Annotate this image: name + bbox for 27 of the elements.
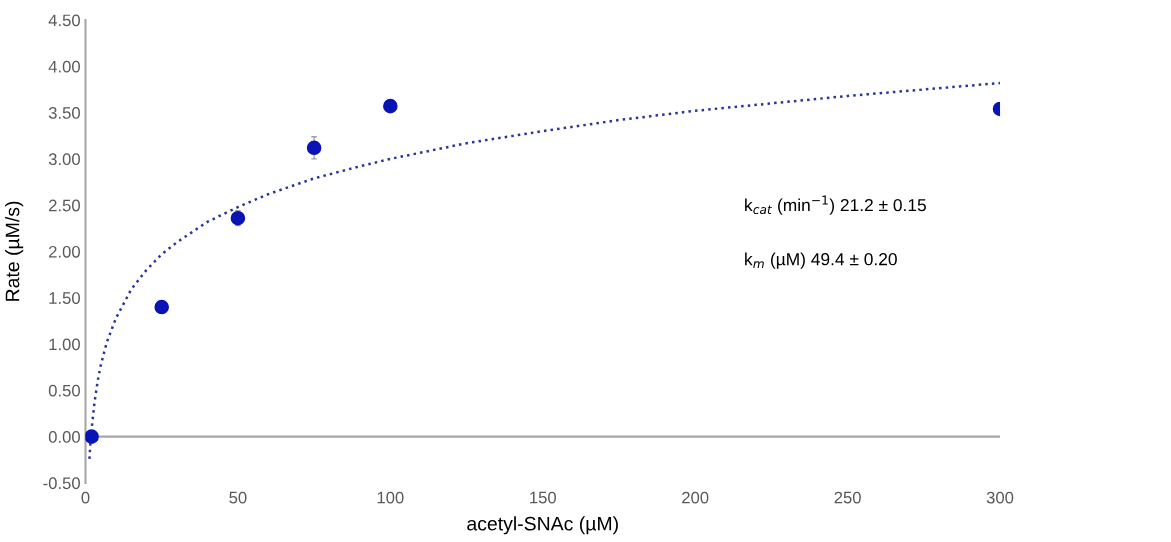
annotation: k$_{cat}$ (min$^{−1}$) 21.2 ± 0.15 — [745, 195, 926, 215]
y-tick-label: 2.00 — [49, 245, 80, 258]
y-tick-label: 3.00 — [48, 153, 80, 166]
x-tick-label: 100 — [377, 491, 404, 504]
y-tick-label: 0.00 — [48, 431, 80, 443]
point — [230, 210, 246, 226]
y-axis-title: Rate (µM/s) — [5, 201, 24, 301]
y-tick-label: -0.50 — [43, 477, 80, 490]
x-axis-title: acetyl-SNAc (µM) — [467, 516, 618, 535]
point — [85, 429, 99, 444]
x-tick-label: 0 — [81, 491, 90, 504]
point — [306, 140, 322, 156]
y-tick-label: 3.50 — [48, 107, 80, 119]
annotation: k$_{m}$ (µM) 49.4 ± 0.20 — [745, 252, 897, 269]
y-tick-label: 0.50 — [48, 384, 80, 397]
x-tick-label: 200 — [682, 491, 709, 504]
y-tick-label: 2.50 — [49, 199, 80, 212]
x-tick-label: 50 — [229, 491, 247, 504]
x-tick-label: 300 — [986, 491, 1014, 504]
x-tick-label: 250 — [834, 491, 861, 504]
point — [383, 98, 398, 114]
y-tick-label: 4.00 — [48, 60, 80, 73]
x-tick-label: 150 — [530, 491, 557, 504]
y-tick-label: 1.50 — [49, 292, 80, 304]
y-tick-label: 4.50 — [48, 14, 80, 27]
point — [154, 299, 169, 315]
y-tick-label: 1.00 — [49, 338, 80, 351]
